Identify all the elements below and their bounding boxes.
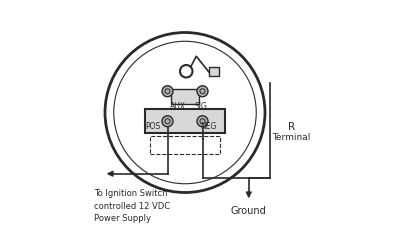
Text: NEG: NEG — [200, 122, 217, 131]
Circle shape — [197, 86, 208, 97]
Circle shape — [162, 116, 173, 127]
Bar — [171, 89, 199, 104]
Text: Terminal: Terminal — [272, 133, 310, 142]
Text: AUX: AUX — [170, 102, 186, 111]
Bar — [145, 109, 225, 132]
Circle shape — [105, 32, 265, 192]
Text: Ground: Ground — [231, 206, 267, 216]
Text: R: R — [288, 122, 295, 132]
Circle shape — [197, 116, 208, 127]
Text: SIG: SIG — [195, 102, 208, 111]
Bar — [150, 136, 220, 154]
Bar — [209, 68, 219, 76]
Text: To Ignition Switch
controlled 12 VDC
Power Supply: To Ignition Switch controlled 12 VDC Pow… — [94, 189, 170, 223]
Text: POS: POS — [145, 122, 160, 131]
Circle shape — [162, 86, 173, 97]
